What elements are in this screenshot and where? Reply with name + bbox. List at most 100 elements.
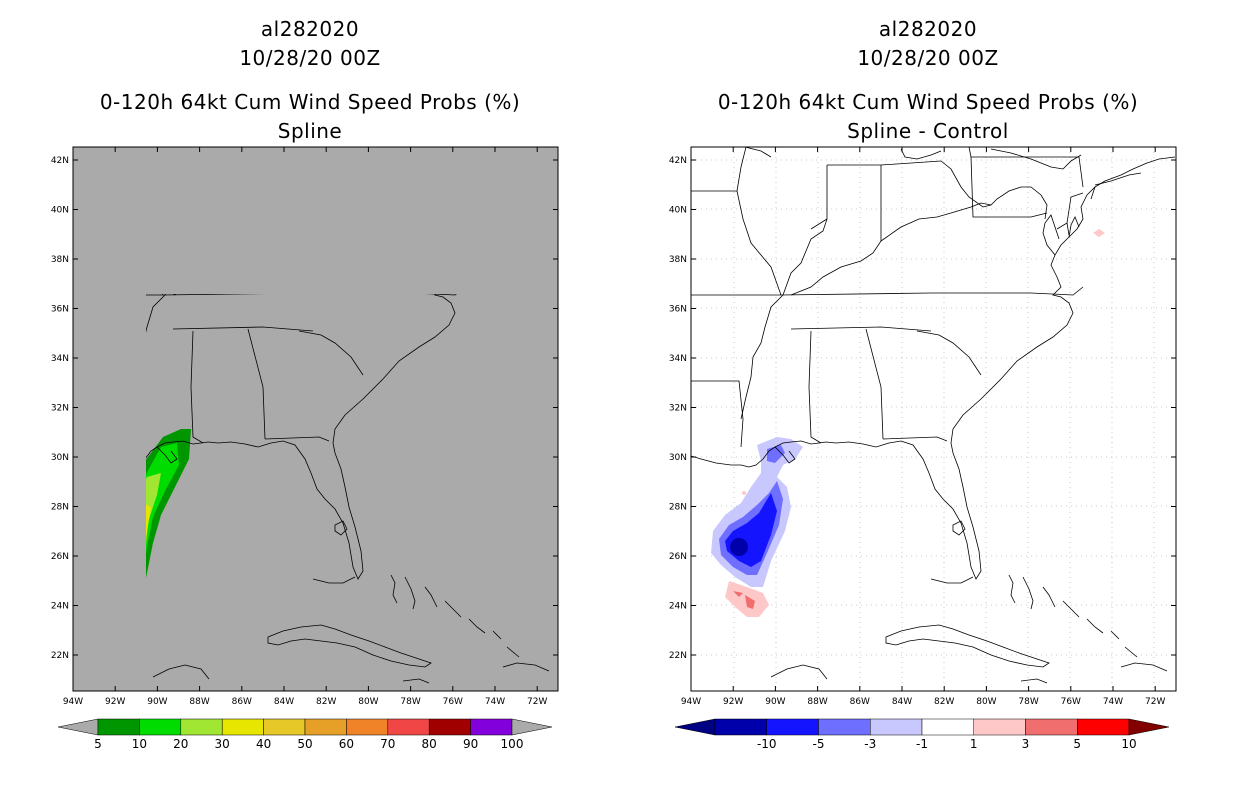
left-colorbar-swatch [387, 718, 430, 736]
left-prob-shading [146, 429, 191, 578]
left-colorbar-swatch [139, 718, 182, 736]
right-colorbar-label: -1 [916, 737, 928, 751]
left-colorbar-swatch [428, 718, 471, 736]
right-colorbar-swatch [818, 718, 871, 736]
right-lat-label: 24N [669, 602, 687, 612]
right-colorbar-low-arrow [674, 718, 716, 736]
left-map-frame [72, 146, 559, 692]
left-colorbar-swatch [180, 718, 223, 736]
left-colorbar-swatch [221, 718, 264, 736]
axis-ticks: 42N 40N 38N 36N 34N 32N 30N 28N 26N 24N 22N 94W 92W 9… [51, 147, 1176, 707]
right-colorbar-swatch [1077, 718, 1130, 736]
right-lat-label: 36N [669, 305, 687, 315]
left-lon-label: 74W [485, 697, 505, 707]
left-panel-title: al282020 10/28/20 00Z 0-120h 64kt Cum Wi… [60, 15, 560, 146]
right-lon-label: 86W [850, 697, 870, 707]
left-colorbar-label: 70 [380, 737, 395, 751]
right-lon-label: 74W [1103, 697, 1123, 707]
left-lon-label: 78W [400, 697, 420, 707]
right-lon-label: 82W [934, 697, 954, 707]
left-lat-label: 26N [51, 552, 69, 562]
left-colorbar-label: 20 [173, 737, 188, 751]
right-colorbar-label: 10 [1121, 737, 1136, 751]
left-lat-label: 36N [51, 305, 69, 315]
right-colorbar-swatch [870, 718, 923, 736]
left-lon-label: 82W [316, 697, 336, 707]
right-lon-label: 88W [807, 697, 827, 707]
left-lon-label: 92W [105, 697, 125, 707]
right-panel-title: al282020 10/28/20 00Z 0-120h 64kt Cum Wi… [678, 15, 1178, 146]
left-storm-id: al282020 [260, 17, 360, 41]
left-lon-label: 80W [358, 697, 378, 707]
left-lon-label: 76W [443, 697, 463, 707]
left-lat-label: 24N [51, 602, 69, 612]
right-lon-label: 78W [1018, 697, 1038, 707]
right-date: 10/28/20 00Z [857, 46, 999, 70]
left-lat-label: 32N [51, 404, 69, 414]
right-colorbar-swatch [714, 718, 767, 736]
left-lat-label: 28N [51, 503, 69, 513]
right-diff-shading [711, 229, 1105, 617]
right-colorbar-label: 1 [970, 737, 978, 751]
left-product: 0-120h 64kt Cum Wind Speed Probs (%) [99, 90, 521, 114]
right-lon-label: 72W [1145, 697, 1165, 707]
right-lat-label: 32N [669, 404, 687, 414]
right-colorbar-label: 3 [1022, 737, 1030, 751]
left-lon-label: 72W [527, 697, 547, 707]
right-lon-label: 84W [892, 697, 912, 707]
right-map-frame [690, 146, 1177, 692]
left-colorbar-label: 80 [422, 737, 437, 751]
left-colorbar-label: 10 [132, 737, 147, 751]
left-date: 10/28/20 00Z [239, 46, 381, 70]
left-lat-label: 30N [51, 453, 69, 463]
right-colorbar-swatch [1025, 718, 1078, 736]
right-colorbar-swatch [973, 718, 1026, 736]
left-colorbar-label: 90 [463, 737, 478, 751]
right-colorbar-swatch [766, 718, 819, 736]
right-colorbar-label: 5 [1073, 737, 1081, 751]
left-colorbar-label: 40 [256, 737, 271, 751]
left-colorbar-high-arrow [511, 718, 553, 736]
left-lon-label: 86W [232, 697, 252, 707]
right-lon-label: 92W [723, 697, 743, 707]
right-lon-label: 94W [681, 697, 701, 707]
left-subtitle: Spline [277, 119, 343, 143]
left-lon-label: 84W [274, 697, 294, 707]
left-colorbar: 5 10 20 30 40 50 60 70 80 90 100 [57, 718, 553, 751]
right-lon-label: 76W [1061, 697, 1081, 707]
right-colorbar-label: -3 [864, 737, 876, 751]
right-product: 0-120h 64kt Cum Wind Speed Probs (%) [717, 90, 1139, 114]
right-lat-label: 34N [669, 354, 687, 364]
left-colorbar-label: 50 [297, 737, 312, 751]
left-lat-label: 34N [51, 354, 69, 364]
right-lat-label: 26N [669, 552, 687, 562]
right-lat-label: 22N [669, 651, 687, 661]
right-subtitle: Spline - Control [847, 119, 1009, 143]
left-colorbar-swatch [97, 718, 140, 736]
left-lat-label: 42N [51, 156, 69, 166]
left-lat-label: 38N [51, 255, 69, 265]
left-colorbar-swatch [470, 718, 513, 736]
left-colorbar-swatch [346, 718, 389, 736]
left-colorbar-label: 100 [501, 737, 524, 751]
right-colorbar-label: -5 [813, 737, 825, 751]
left-colorbar-swatch [304, 718, 347, 736]
right-colorbar: -10 -5 -3 -1 1 3 5 10 [674, 718, 1170, 751]
right-colorbar-swatch [921, 718, 974, 736]
left-colorbar-low-arrow [57, 718, 99, 736]
right-lon-label: 80W [976, 697, 996, 707]
right-lat-label: 28N [669, 503, 687, 513]
left-lon-label: 88W [189, 697, 209, 707]
right-map-background [691, 147, 1176, 691]
left-colorbar-label: 5 [94, 737, 102, 751]
right-lon-label: 90W [765, 697, 785, 707]
right-map [690, 146, 1177, 692]
right-lat-label: 42N [669, 156, 687, 166]
left-colorbar-label: 60 [339, 737, 354, 751]
left-map-background [73, 147, 558, 691]
right-lat-label: 30N [669, 453, 687, 463]
left-lat-label: 22N [51, 651, 69, 661]
left-map [72, 146, 559, 692]
right-colorbar-label: -10 [757, 737, 777, 751]
